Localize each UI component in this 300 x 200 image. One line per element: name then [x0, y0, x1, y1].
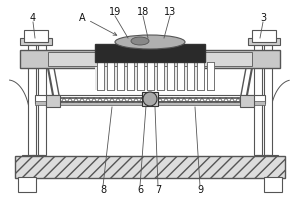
Bar — [22, 155, 34, 170]
Bar — [95, 62, 205, 90]
Bar — [107, 62, 114, 90]
Bar — [197, 62, 204, 90]
Text: 7: 7 — [155, 185, 161, 195]
Text: 19: 19 — [109, 7, 121, 17]
Bar — [137, 62, 144, 90]
Text: 13: 13 — [164, 7, 176, 17]
Ellipse shape — [115, 35, 185, 49]
Bar — [97, 62, 104, 90]
Bar — [167, 62, 174, 90]
Text: A: A — [79, 13, 85, 23]
Text: 8: 8 — [100, 185, 106, 195]
Bar — [254, 45, 262, 155]
Bar — [127, 62, 134, 90]
Text: 9: 9 — [197, 185, 203, 195]
Text: 3: 3 — [260, 13, 266, 23]
Bar — [256, 155, 268, 170]
Bar — [117, 62, 124, 90]
Ellipse shape — [143, 92, 157, 106]
Ellipse shape — [131, 37, 149, 45]
Bar — [97, 62, 104, 90]
Bar — [32, 155, 44, 170]
Bar — [240, 95, 254, 107]
Bar — [147, 62, 154, 90]
Text: 4: 4 — [30, 13, 36, 23]
Bar — [35, 101, 265, 105]
Bar — [167, 62, 174, 90]
Text: 18: 18 — [137, 7, 149, 17]
Bar — [20, 50, 280, 68]
Bar — [46, 95, 60, 107]
Bar — [28, 45, 36, 155]
Bar — [142, 92, 158, 106]
Bar — [177, 62, 184, 90]
Bar — [266, 155, 278, 170]
Bar — [207, 62, 214, 90]
Bar — [24, 30, 48, 42]
Bar — [95, 44, 205, 62]
Bar — [197, 62, 204, 90]
Bar — [117, 62, 124, 90]
Bar — [107, 62, 114, 90]
Bar — [207, 62, 214, 90]
Bar — [127, 62, 134, 90]
Bar — [18, 177, 36, 192]
Bar — [252, 30, 276, 42]
Bar — [137, 62, 144, 90]
Bar — [15, 156, 285, 178]
Bar — [35, 95, 265, 103]
Bar — [248, 38, 280, 45]
Bar — [20, 38, 52, 45]
Bar — [187, 62, 194, 90]
Bar — [157, 62, 164, 90]
Bar — [147, 62, 154, 90]
Bar — [264, 177, 282, 192]
Bar — [38, 45, 46, 155]
Bar — [177, 62, 184, 90]
Bar — [157, 62, 164, 90]
Bar — [264, 45, 272, 155]
Text: 6: 6 — [137, 185, 143, 195]
Bar — [187, 62, 194, 90]
Bar — [48, 52, 252, 66]
